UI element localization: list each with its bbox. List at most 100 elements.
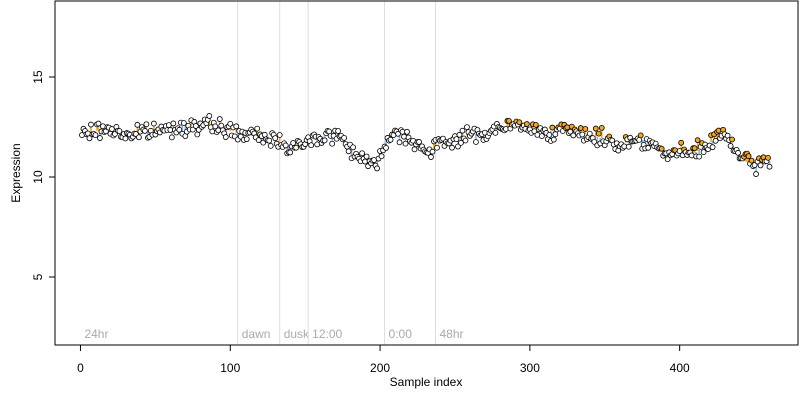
data-point [170, 120, 177, 127]
data-point [276, 132, 283, 138]
x-tick-label: 0 [77, 361, 84, 375]
data-point [757, 162, 764, 169]
data-point [180, 120, 187, 126]
data-point [645, 144, 652, 151]
data-point [538, 133, 545, 140]
data-point [109, 126, 115, 132]
data-point [411, 146, 418, 153]
data-point [570, 132, 577, 139]
data-point [404, 128, 410, 135]
data-point [374, 165, 380, 172]
data-point [97, 135, 103, 141]
data-point [141, 128, 148, 134]
data-point [532, 121, 539, 128]
data-point [459, 127, 466, 134]
data-point [116, 128, 123, 134]
data-point [765, 154, 771, 161]
data-point [550, 136, 557, 143]
data-point [586, 130, 593, 137]
data-point [428, 154, 434, 160]
data-point [473, 139, 479, 145]
data-point [206, 113, 213, 119]
data-point [753, 171, 759, 177]
data-point [727, 143, 734, 149]
data-point [329, 140, 336, 147]
data-point [766, 163, 773, 170]
data-point [266, 137, 273, 144]
phase-label: 24hr [84, 327, 108, 341]
data-point [458, 139, 464, 146]
data-point [434, 144, 440, 151]
data-point [350, 144, 356, 151]
y-tick-label: 15 [31, 70, 45, 84]
data-point [86, 135, 93, 142]
data-point [345, 148, 352, 155]
data-point [95, 120, 102, 127]
data-point [455, 143, 461, 150]
data-point [579, 131, 586, 138]
data-point [378, 153, 385, 160]
data-point [729, 136, 735, 143]
x-axis: 0 100 200 300 400 [77, 344, 690, 375]
data-point [664, 156, 671, 163]
data-point [429, 148, 436, 155]
data-point [416, 139, 422, 145]
data-point [383, 145, 389, 151]
data-point [523, 121, 530, 127]
data-point [92, 132, 99, 139]
data-point [625, 143, 632, 150]
data-point [287, 149, 294, 156]
data-point [637, 132, 644, 139]
data-point [272, 135, 279, 142]
data-point [254, 125, 261, 132]
data-point [387, 136, 394, 143]
data-point [189, 126, 196, 133]
data-point [122, 135, 129, 142]
data-point [134, 121, 141, 128]
data-point [700, 149, 707, 155]
data-point [143, 121, 150, 128]
data-point [308, 142, 315, 149]
data-point [709, 144, 716, 151]
data-point [243, 136, 250, 143]
data-point [516, 119, 523, 126]
data-point [735, 149, 741, 156]
phase-label: 12:00 [312, 327, 342, 341]
data-point [321, 137, 328, 144]
data-point [359, 150, 365, 157]
data-point [567, 128, 574, 135]
data-point [88, 121, 94, 128]
data-point [216, 116, 223, 122]
data-point [293, 144, 300, 151]
data-point [402, 140, 409, 147]
data-point [267, 142, 274, 149]
phase-label: 0:00 [389, 327, 413, 341]
x-tick-label: 400 [670, 361, 690, 375]
phase-markers: 24hr dawn dusk 12:00 0:00 48hr [84, 1, 464, 345]
data-point [598, 124, 605, 131]
data-point [492, 129, 499, 136]
data-point [748, 157, 755, 164]
data-point [595, 130, 602, 137]
data-point [176, 126, 183, 133]
data-point [150, 120, 157, 127]
data-point [282, 142, 289, 149]
data-point [135, 134, 142, 141]
data-point [456, 131, 463, 138]
data-point [745, 153, 752, 159]
data-point [212, 123, 219, 130]
data-point [396, 139, 403, 146]
x-axis-label: Sample index [390, 375, 463, 389]
data-point [696, 153, 703, 160]
data-point [462, 137, 469, 144]
data-point [658, 145, 665, 152]
data-point [712, 137, 719, 144]
data-point [453, 136, 460, 143]
x-tick-label: 200 [370, 361, 390, 375]
data-point [552, 131, 559, 138]
data-point [592, 125, 599, 132]
y-axis: 5 10 15 [31, 70, 55, 280]
data-point [505, 117, 512, 124]
data-point [227, 120, 234, 127]
